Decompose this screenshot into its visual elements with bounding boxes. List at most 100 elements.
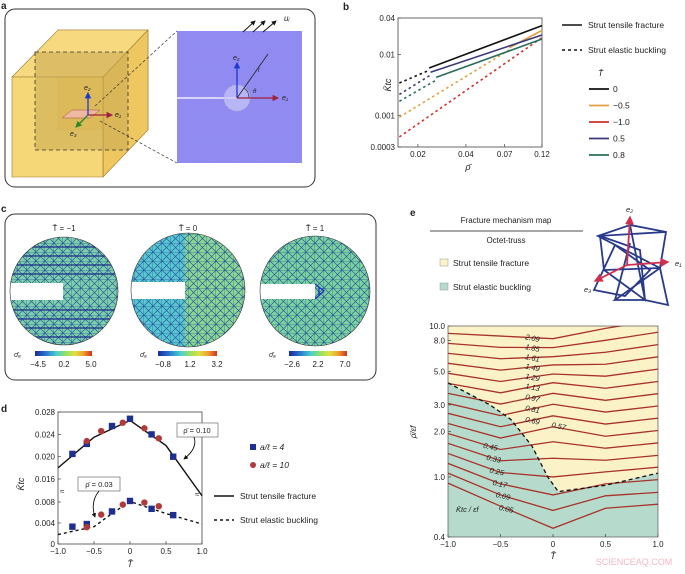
legend-swatch-buckling bbox=[439, 282, 449, 291]
series-line-dashed bbox=[398, 49, 510, 118]
e2-arrow-icon bbox=[625, 215, 635, 266]
displacement-arrow-icon bbox=[262, 20, 277, 33]
data-point-square bbox=[108, 422, 116, 430]
contour-label: 0.81 bbox=[524, 403, 540, 415]
notch bbox=[10, 283, 63, 300]
contour-label: 0.05 bbox=[498, 503, 515, 515]
contour-line bbox=[448, 422, 658, 439]
legend-square-marker bbox=[250, 444, 256, 450]
colorbar-label: σ̄ₐ bbox=[140, 352, 147, 359]
data-point-circle bbox=[83, 524, 91, 531]
cube-illustration: e₂ e₁ e₃ bbox=[11, 29, 178, 178]
y-tick-label: 2.0 bbox=[434, 428, 446, 437]
data-point-square bbox=[69, 523, 76, 530]
e1-label: e₁ bbox=[115, 112, 122, 119]
colorbar-tick: 1.2 bbox=[184, 360, 196, 369]
legend-swatch-tensile bbox=[439, 258, 449, 267]
inset-label: K̄tc / εf bbox=[456, 505, 479, 514]
contour-label: 0.97 bbox=[524, 392, 541, 404]
annotation-arrow-icon bbox=[183, 436, 196, 460]
colorbar bbox=[289, 351, 347, 356]
y-axis-label: K̄tc bbox=[16, 477, 26, 491]
y-tick-label: 0.04 bbox=[379, 14, 395, 23]
y-tick-label: 1.0 bbox=[434, 473, 446, 482]
y-tick-label: 5.0 bbox=[434, 367, 446, 376]
contour-line bbox=[448, 442, 658, 462]
panel-c-frame bbox=[4, 213, 377, 381]
colorbar bbox=[158, 351, 217, 356]
e1-arrow-icon bbox=[626, 258, 670, 268]
contour-label: 1.85 bbox=[524, 342, 541, 354]
contour-line bbox=[448, 412, 658, 428]
annotation-box bbox=[176, 422, 219, 438]
data-point-circle bbox=[119, 501, 127, 508]
data-point-circle bbox=[141, 425, 148, 432]
plot-frame bbox=[447, 325, 659, 538]
data-point-square bbox=[148, 431, 155, 438]
x-tick-label: 0.07 bbox=[497, 150, 513, 159]
data-point-square bbox=[170, 453, 177, 460]
contour-label: 0.33 bbox=[486, 453, 503, 465]
ui-label: uᵢ bbox=[284, 14, 290, 23]
contour-label: 1.29 bbox=[524, 372, 541, 384]
map-subtitle: Octet-truss bbox=[486, 236, 525, 245]
x-tick-label: 0.12 bbox=[534, 150, 550, 159]
series-line-solid bbox=[435, 38, 543, 79]
legend-tensile-fracture: Strut tensile fracture bbox=[588, 20, 664, 30]
y-tick-label: 0.008 bbox=[35, 498, 56, 507]
legend-series-label: 0.8 bbox=[613, 150, 625, 160]
y-tick-label: 0.0003 bbox=[371, 143, 396, 152]
x-tick-label: −1.0 bbox=[440, 540, 456, 549]
panel-a: a e₂ e₁ e₃ e₂ e₁ bbox=[1, 1, 316, 188]
annotation-rho-0.03: ρ̄ = 0.03 bbox=[85, 480, 112, 489]
colorbar-tick: 2.2 bbox=[312, 360, 324, 369]
series-line-dashed bbox=[398, 36, 543, 138]
colorbar-tick: −4.5 bbox=[30, 360, 46, 369]
x-axis-label: T̄ bbox=[550, 551, 557, 561]
contour-line bbox=[448, 356, 658, 371]
e1-label: e₁ bbox=[282, 95, 289, 102]
data-point-circle bbox=[155, 435, 162, 442]
axis-break-icon: ≈ bbox=[195, 490, 200, 499]
x-tick-label: −0.5 bbox=[493, 540, 509, 549]
annotation-arrow-icon bbox=[91, 490, 100, 518]
colorbar-label: σ̄ₐ bbox=[269, 352, 276, 359]
contour-label: 1.13 bbox=[524, 381, 541, 393]
y-tick-label: 0.016 bbox=[35, 475, 56, 484]
x-tick-label: 1.0 bbox=[196, 547, 208, 556]
y-tick-label: 0.001 bbox=[375, 111, 396, 120]
colorbar-tick: 3.2 bbox=[211, 360, 223, 369]
legend-series-label: −1.0 bbox=[613, 117, 630, 127]
region-elastic-buckling bbox=[448, 382, 658, 537]
annotation-rho-0.10: ρ̄ = 0.10 bbox=[183, 426, 210, 435]
displacement-arrow-icon bbox=[242, 20, 256, 33]
contour-line bbox=[448, 380, 658, 394]
series-line-solid bbox=[430, 34, 543, 74]
series-line-dashed bbox=[398, 74, 431, 96]
contour-line bbox=[448, 326, 625, 340]
mechanism-boundary bbox=[448, 382, 658, 493]
watermark: SCIENCEAQ.COM bbox=[596, 557, 673, 567]
colorbar-tick: −0.8 bbox=[155, 360, 171, 369]
e1-label: e₁ bbox=[675, 259, 682, 268]
contour-label: 0.09 bbox=[495, 490, 512, 502]
e2-label: e₂ bbox=[626, 205, 633, 214]
contour-line bbox=[448, 331, 658, 349]
y-tick-label: 8.0 bbox=[434, 337, 446, 346]
axis-break-icon: ≈ bbox=[60, 487, 65, 496]
y-tick-label: 0 bbox=[51, 540, 56, 549]
contour-area bbox=[448, 326, 658, 537]
x-tick-label: 0 bbox=[551, 540, 556, 549]
x-tick-label: 1.0 bbox=[652, 540, 664, 549]
e3-arrow-icon bbox=[75, 114, 89, 128]
data-point-circle bbox=[98, 511, 105, 518]
e3-arrow-icon bbox=[593, 264, 628, 282]
notch bbox=[260, 284, 315, 299]
map-title: Fracture mechanism map bbox=[461, 216, 552, 225]
panel-e: e Fracture mechanism map Octet-truss Str… bbox=[409, 205, 682, 561]
crack-tip-zoom: e₂ e₁ r θ uᵢ bbox=[177, 14, 302, 163]
notch bbox=[131, 282, 185, 299]
x-tick-label: −1.0 bbox=[50, 547, 66, 556]
stress-map-t-1: T̄ = 1 σ̄ₐ −2.6 2.2 7.0 bbox=[259, 224, 371, 369]
legend-series-label: 0.5 bbox=[613, 134, 625, 144]
